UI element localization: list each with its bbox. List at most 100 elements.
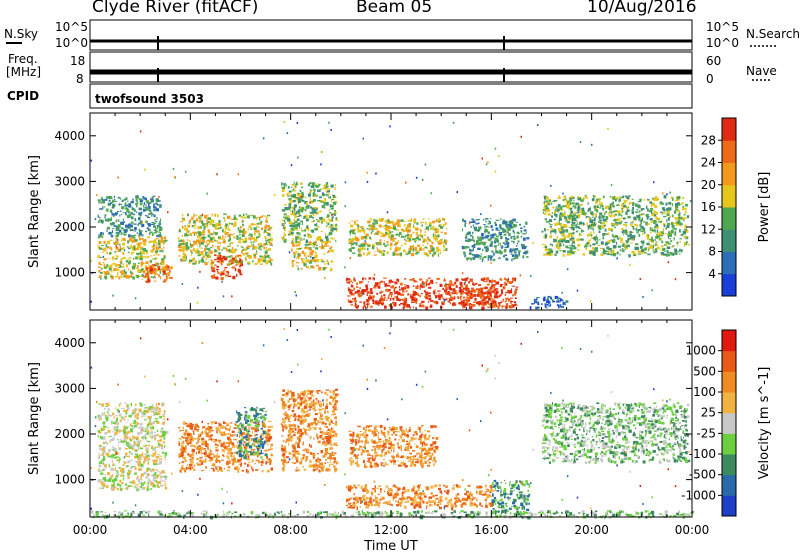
echo-cell-power bbox=[290, 228, 294, 231]
echo-cell-power bbox=[670, 251, 673, 255]
echo-cell-velocity bbox=[101, 404, 104, 406]
echo-cell-power bbox=[225, 256, 229, 259]
echo-cell-power bbox=[558, 305, 560, 309]
echo-cell-power bbox=[544, 218, 547, 221]
echo-cell-power bbox=[198, 215, 200, 218]
echo-cell-power bbox=[682, 196, 685, 199]
echo-cell-velocity bbox=[141, 482, 144, 485]
echo-cell-power bbox=[672, 222, 676, 225]
echo-cell-power bbox=[145, 204, 147, 206]
echo-cell-power bbox=[504, 243, 506, 246]
echo-cell-power bbox=[252, 244, 254, 248]
echo-cell-power bbox=[566, 253, 570, 256]
echo-cell-velocity bbox=[147, 481, 150, 483]
echo-cell-power bbox=[658, 231, 660, 234]
echo-cell-power bbox=[530, 275, 532, 278]
echo-cell-power bbox=[355, 238, 358, 242]
echo-cell-power bbox=[684, 230, 686, 232]
echo-cell-power bbox=[668, 242, 671, 245]
echo-cell-power bbox=[364, 277, 367, 280]
echo-cell-power bbox=[492, 250, 494, 253]
echo-cell-power bbox=[632, 202, 635, 206]
echo-cell-power bbox=[514, 303, 517, 307]
echo-cell-power bbox=[122, 218, 125, 221]
echo-cell-power bbox=[352, 228, 356, 231]
echo-cell-power bbox=[676, 209, 680, 212]
echo-cell-power bbox=[572, 222, 575, 225]
echo-cell-power bbox=[380, 281, 382, 283]
echo-cell-power bbox=[207, 221, 211, 223]
echo-cell-power bbox=[133, 251, 135, 253]
echo-cell-power bbox=[302, 261, 306, 263]
echo-cell-power bbox=[293, 207, 296, 211]
echo-cell-velocity bbox=[111, 458, 113, 460]
echo-cell-velocity bbox=[110, 486, 114, 490]
echo-cell-power bbox=[228, 222, 230, 225]
echo-cell-power bbox=[407, 229, 411, 233]
echo-cell-power bbox=[388, 279, 391, 283]
echo-cell-power bbox=[592, 246, 594, 251]
echo-cell-power bbox=[655, 236, 659, 239]
echo-cell-power bbox=[236, 261, 239, 266]
echo-cell-power bbox=[399, 288, 401, 291]
echo-cell-power bbox=[465, 246, 468, 248]
echo-cell-velocity bbox=[112, 437, 115, 441]
echo-cell-power bbox=[442, 225, 445, 228]
echo-cell-power bbox=[161, 248, 163, 251]
echo-cell-velocity bbox=[142, 486, 145, 491]
echo-cell-power bbox=[424, 290, 426, 293]
echo-cell-power bbox=[414, 247, 417, 251]
echo-cell-power bbox=[264, 225, 267, 230]
echo-cell-power bbox=[184, 246, 187, 250]
echo-cell-power bbox=[440, 305, 443, 309]
echo-cell-power bbox=[146, 251, 148, 255]
echo-cell-power bbox=[291, 183, 295, 187]
echo-cell-velocity bbox=[116, 425, 119, 429]
echo-cell-velocity bbox=[101, 458, 106, 461]
echo-cell-power bbox=[211, 213, 213, 217]
echo-cell-power bbox=[494, 170, 497, 173]
echo-cell-power bbox=[315, 247, 319, 250]
echo-cell-power bbox=[506, 231, 509, 234]
echo-cell-power bbox=[573, 199, 575, 202]
echo-cell-power bbox=[287, 218, 291, 222]
echo-cell-power bbox=[146, 270, 149, 272]
echo-cell-power bbox=[402, 230, 405, 233]
echo-cell-velocity bbox=[113, 433, 116, 437]
echo-cell-power bbox=[576, 222, 578, 225]
echo-cell-power bbox=[368, 218, 372, 220]
echo-cell-power bbox=[412, 278, 415, 282]
echo-cell-power bbox=[366, 299, 369, 301]
echo-cell-power bbox=[492, 284, 497, 286]
echo-cell-power bbox=[296, 232, 300, 235]
echo-cell-power bbox=[360, 243, 364, 247]
echo-cell-power bbox=[309, 200, 312, 202]
echo-cell-power bbox=[666, 208, 670, 212]
echo-cell-power bbox=[370, 228, 373, 230]
echo-cell-velocity bbox=[124, 488, 127, 490]
echo-cell-power bbox=[510, 300, 514, 303]
echo-cell-power bbox=[543, 213, 547, 215]
echo-cell-power bbox=[300, 258, 303, 261]
echo-cell-power bbox=[557, 242, 560, 245]
echo-cell-velocity bbox=[121, 467, 125, 471]
echo-cell-power bbox=[652, 241, 654, 244]
echo-cell-power bbox=[623, 200, 626, 204]
echo-cell-power bbox=[167, 272, 171, 274]
echo-cell-velocity bbox=[151, 435, 155, 438]
echo-cell-power bbox=[369, 220, 372, 222]
echo-cell-power bbox=[430, 192, 433, 195]
echo-cell-power bbox=[134, 226, 137, 229]
echo-cell-power bbox=[634, 223, 637, 226]
echo-cell-power bbox=[485, 247, 489, 252]
echo-cell-power bbox=[185, 229, 189, 233]
echo-cell-power bbox=[470, 239, 472, 242]
echo-cell-power bbox=[196, 244, 199, 246]
echo-cell-power bbox=[223, 270, 225, 274]
echo-cell-power bbox=[635, 211, 639, 213]
echo-cell-velocity bbox=[160, 484, 164, 487]
echo-cell-power bbox=[156, 227, 158, 229]
echo-cell-power bbox=[350, 242, 354, 246]
echo-cell-power bbox=[502, 219, 505, 223]
echo-cell-velocity bbox=[156, 475, 158, 478]
